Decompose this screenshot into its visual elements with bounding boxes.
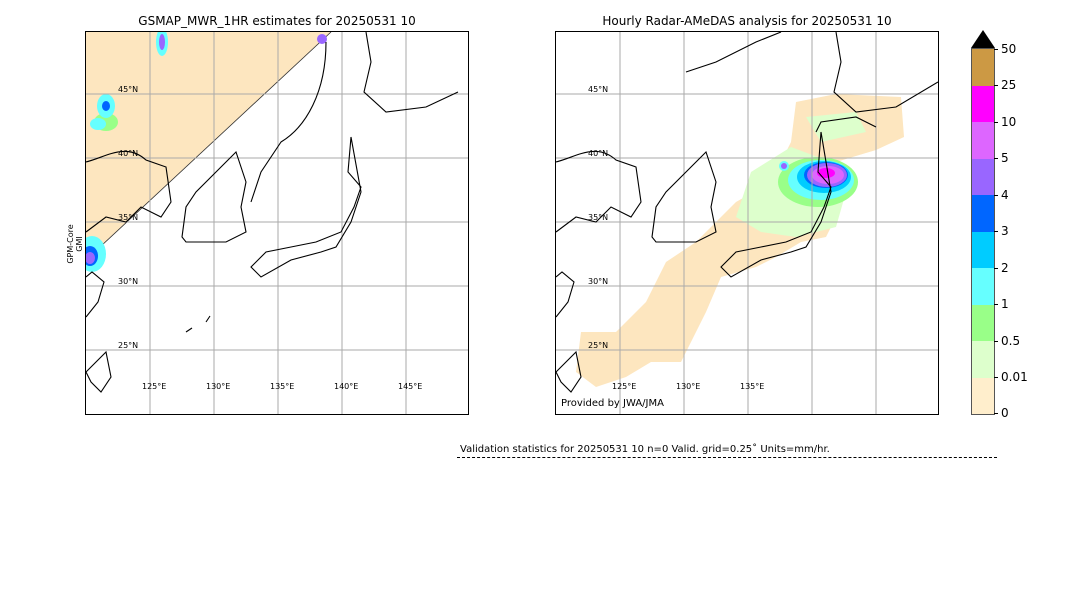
- left-map: [85, 31, 469, 415]
- left-lat-label-40: 40°N: [118, 149, 139, 158]
- colorbar-tick: [994, 413, 998, 414]
- colorbar-tick: [994, 158, 998, 159]
- colorbar-label-0.01: 0.01: [1001, 370, 1028, 384]
- right-map: [555, 31, 939, 415]
- colorbar-seg-5-10: [972, 122, 994, 159]
- satellite-label-line1: GPM-Core: [66, 224, 75, 264]
- colorbar-label-5: 5: [1001, 151, 1009, 165]
- right-map-title: Hourly Radar-AMeDAS analysis for 2025053…: [602, 14, 892, 28]
- left-lon-label-135: 135°E: [270, 382, 295, 391]
- colorbar-label-25: 25: [1001, 78, 1017, 92]
- colorbar-seg-3-4: [972, 195, 994, 232]
- colorbar-seg-0-0.01: [972, 378, 994, 414]
- colorbar-label-3: 3: [1001, 224, 1009, 238]
- colorbar-label-0.5: 0.5: [1001, 334, 1021, 348]
- colorbar-seg-1-2: [972, 268, 994, 305]
- right-lon-label-125: 125°E: [612, 382, 637, 391]
- left-map-title: GSMAP_MWR_1HR estimates for 20250531 10: [138, 14, 416, 28]
- left-lon-label-130: 130°E: [206, 382, 231, 391]
- colorbar-tick: [994, 49, 998, 50]
- right-lat-label-30: 30°N: [588, 277, 609, 286]
- left-map-canvas: [86, 32, 468, 414]
- validation-statistics: Validation statistics for 20250531 10 n=…: [460, 444, 830, 455]
- validation-divider: [457, 457, 997, 458]
- colorbar-tick: [994, 304, 998, 305]
- colorbar-tick: [994, 195, 998, 196]
- right-lat-label-25: 25°N: [588, 341, 609, 350]
- left-lon-label-140: 140°E: [334, 382, 359, 391]
- data-credit: Provided by JWA/JMA: [561, 398, 664, 409]
- colorbar: [971, 48, 995, 415]
- left-lon-label-125: 125°E: [142, 382, 167, 391]
- colorbar-tick: [994, 341, 998, 342]
- colorbar-seg-0.01-0.5: [972, 341, 994, 378]
- colorbar-tick: [994, 268, 998, 269]
- right-lat-label-45: 45°N: [588, 85, 609, 94]
- right-lat-label-35: 35°N: [588, 213, 609, 222]
- colorbar-label-50: 50: [1001, 42, 1017, 56]
- colorbar-tick: [994, 122, 998, 123]
- colorbar-seg-0.5-1: [972, 305, 994, 341]
- colorbar-tick: [994, 231, 998, 232]
- colorbar-label-1: 1: [1001, 297, 1009, 311]
- colorbar-label-0: 0: [1001, 406, 1009, 420]
- colorbar-seg-10-25: [972, 86, 994, 122]
- right-lon-label-130: 130°E: [676, 382, 701, 391]
- right-map-canvas: [556, 32, 938, 414]
- satellite-label-line2: GMI: [75, 236, 84, 252]
- colorbar-seg-25-50: [972, 49, 994, 86]
- right-lat-label-40: 40°N: [588, 149, 609, 158]
- colorbar-label-4: 4: [1001, 188, 1009, 202]
- right-lon-label-135: 135°E: [740, 382, 765, 391]
- colorbar-tick: [994, 377, 998, 378]
- left-lat-label-25: 25°N: [118, 341, 139, 350]
- left-lat-label-30: 30°N: [118, 277, 139, 286]
- left-lon-label-145: 145°E: [398, 382, 423, 391]
- colorbar-seg-4-5: [972, 159, 994, 195]
- colorbar-tick: [994, 85, 998, 86]
- colorbar-label-10: 10: [1001, 115, 1017, 129]
- satellite-label: GPM-Core GMI: [66, 220, 84, 268]
- colorbar-extend-arrow: [971, 30, 995, 48]
- left-lat-label-35: 35°N: [118, 213, 139, 222]
- colorbar-label-2: 2: [1001, 261, 1009, 275]
- left-lat-label-45: 45°N: [118, 85, 139, 94]
- colorbar-seg-2-3: [972, 232, 994, 268]
